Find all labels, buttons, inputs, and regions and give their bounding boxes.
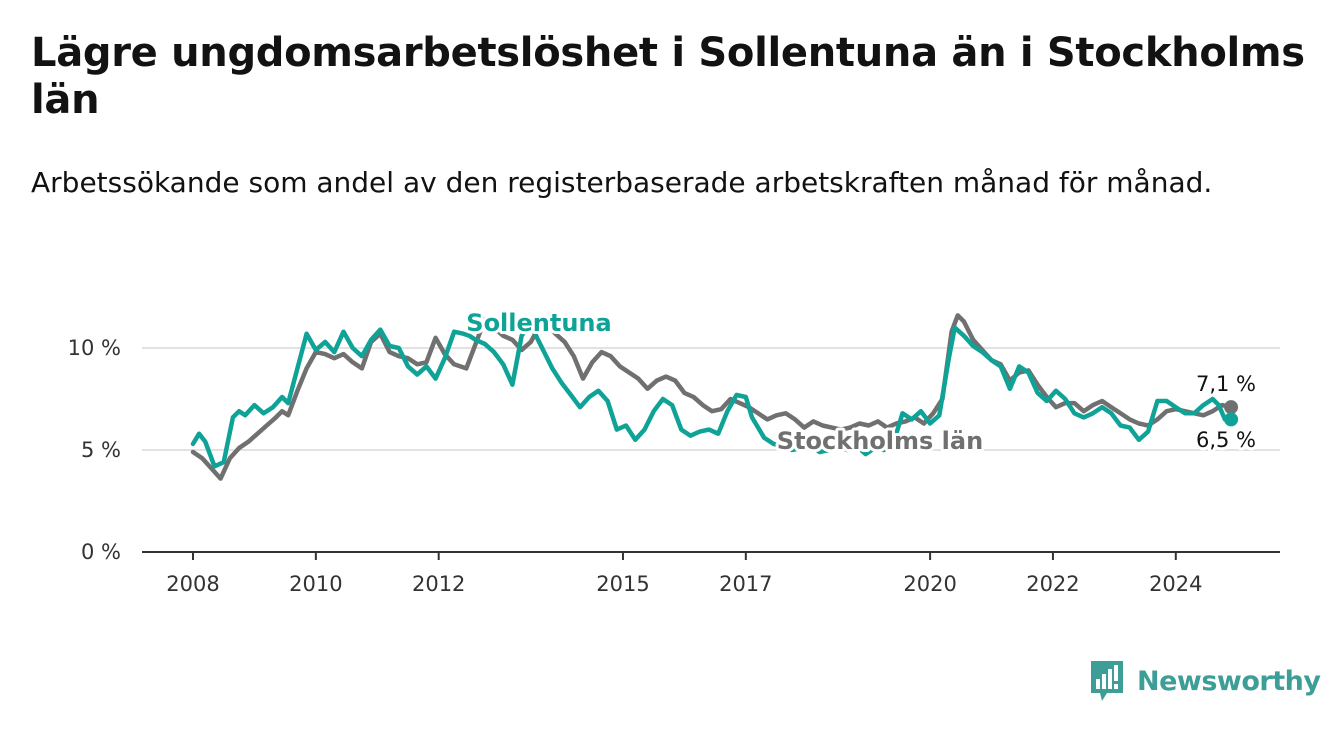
- series-labels: 7,1 % 6,5 % Sollentuna Stockholms län: [463, 306, 1259, 458]
- y-tick-label: 5 %: [81, 438, 121, 462]
- y-tick-label: 0 %: [81, 540, 121, 564]
- gridlines: [142, 347, 1280, 553]
- bar-chart-logo-icon: [1091, 661, 1123, 701]
- chart-subtitle: Arbetssökande som andel av den registerb…: [31, 166, 1213, 199]
- x-tick-label: 2017: [719, 572, 772, 596]
- x-tick-label: 2020: [903, 572, 956, 596]
- chart-title: Lägre ungdomsarbetslöshet i Sollentuna ä…: [31, 30, 1305, 123]
- series-label-stockholms-lan: Stockholms län: [777, 427, 983, 455]
- brand-name: Newsworthy: [1137, 665, 1321, 697]
- series-line-stockholms-län: [190, 313, 1234, 481]
- x-tick-label: 2008: [166, 572, 219, 596]
- x-tick-label: 2024: [1149, 572, 1202, 596]
- end-point-stockholms-lan: [1224, 400, 1239, 415]
- newsworthy-logo: Newsworthy: [1089, 659, 1321, 703]
- end-point-sollentuna: [1224, 412, 1239, 427]
- series-line-sollentuna: [190, 321, 1234, 469]
- series-lines: [190, 313, 1234, 481]
- y-tick-label: 10 %: [68, 336, 121, 360]
- x-tick-label: 2012: [412, 572, 465, 596]
- x-tick-label: 2022: [1026, 572, 1079, 596]
- end-value-label-sollentuna: 6,5 %: [1196, 428, 1256, 452]
- series-label-sollentuna: Sollentuna: [466, 309, 611, 337]
- end-value-label-stockholms-lan: 7,1 %: [1196, 372, 1256, 396]
- x-tick-label: 2010: [289, 572, 342, 596]
- y-axis-ticks: 0 % 5 % 10 %: [68, 336, 121, 564]
- x-axis-ticks: 2008 2010 2012 2015 2017 2020 2022 2024: [166, 552, 1203, 596]
- x-tick-label: 2015: [596, 572, 649, 596]
